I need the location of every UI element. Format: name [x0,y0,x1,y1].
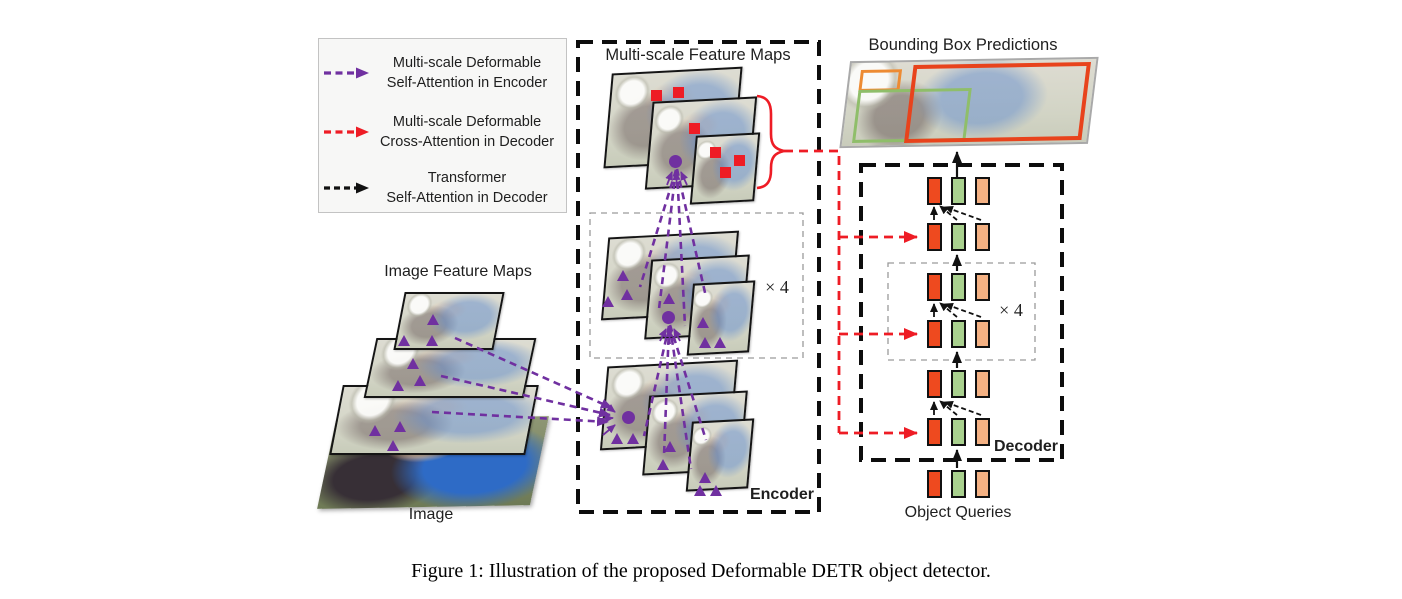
query-point-square [651,90,662,101]
decoder-layer2-input-row [927,320,990,348]
sampling-point-triangle [697,317,709,328]
sampling-point-triangle [414,375,426,386]
sampling-point-triangle [394,421,406,432]
legend-item-decoder-cross-attention: Multi-scale Deformable Cross-Attention in… [323,110,563,154]
image-feature-map-small [393,292,505,350]
sampling-point-triangle [699,472,711,483]
query-cell-peach [975,223,990,251]
object-queries-label: Object Queries [904,504,1012,521]
legend-item-encoder-self-attention: Multi-scale Deformable Self-Attention in … [323,51,563,95]
sampling-point-triangle [627,433,639,444]
red-dashed-arrow-icon [324,126,369,138]
encoder-repeat-label: × 4 [765,277,789,297]
bounding-box-predictions-title: Bounding Box Predictions [868,36,1058,54]
decoder-layer3-input-row [927,223,990,251]
decoder-layer2-output-row [927,273,990,301]
sampling-point-triangle [392,380,404,391]
query-cell-peach [975,273,990,301]
query-cell-peach [975,320,990,348]
legend-item-label: Multi-scale Deformable Cross-Attention in… [379,114,555,150]
reference-point-dot [662,311,675,324]
decoder-box-label: Decoder [993,438,1058,455]
sampling-point-triangle [699,337,711,348]
sampling-point-triangle [387,440,399,451]
sampling-point-triangle [621,289,633,300]
legend-item-label: Transformer Self-Attention in Decoder [386,170,548,206]
query-cell-green [951,370,966,398]
query-point-square [710,147,721,158]
red-curly-brace [756,94,785,190]
query-point-square [689,123,700,134]
sampling-point-triangle [663,293,675,304]
reference-point-dot [669,155,682,168]
decoder-layer1-output-row [927,370,990,398]
sampling-point-triangle [427,314,439,325]
sampling-point-triangle [611,433,623,444]
sampling-point-triangle [407,358,419,369]
query-cell-green [951,223,966,251]
decoder-repeat-label: × 4 [999,300,1023,320]
figure-caption: Figure 1: Illustration of the proposed D… [411,560,991,582]
encoder-bottom-map-small [685,418,755,492]
query-cell-red [927,177,942,205]
sampling-point-triangle [714,337,726,348]
query-cell-green [951,470,966,498]
query-cell-green [951,177,966,205]
predicted-bbox-red [904,61,1092,144]
query-cell-peach [975,370,990,398]
sampling-point-triangle [617,270,629,281]
query-point-square [673,87,684,98]
image-label: Image [408,506,454,523]
query-point-square [734,155,745,166]
reference-point-dot [622,411,635,424]
encoder-box-label: Encoder [749,486,814,503]
decoder-layer3-output-row [927,177,990,205]
query-cell-peach [975,470,990,498]
object-queries-row [927,470,990,498]
sampling-point-triangle [426,335,438,346]
query-point-square [720,167,731,178]
multi-scale-feature-maps-title: Multi-scale Feature Maps [605,46,791,64]
query-cell-red [927,470,942,498]
legend-item-label: Multi-scale Deformable Self-Attention in … [386,55,548,91]
sampling-point-triangle [602,296,614,307]
purple-dashed-arrow-icon [324,67,369,79]
query-cell-red [927,273,942,301]
sampling-point-triangle [398,335,410,346]
query-cell-red [927,320,942,348]
image-feature-maps-title: Image Feature Maps [384,263,532,280]
legend-item-decoder-self-attention: Transformer Self-Attention in Decoder [323,166,563,210]
sampling-point-triangle [657,459,669,470]
query-cell-green [951,320,966,348]
sampling-point-triangle [369,425,381,436]
bounding-box-predictions-image [839,56,1099,149]
black-dashed-arrow-icon [324,182,369,194]
query-cell-red [927,223,942,251]
legend-box: Multi-scale Deformable Self-Attention in … [318,38,567,213]
query-cell-green [951,273,966,301]
query-cell-peach [975,177,990,205]
sampling-point-triangle [664,441,676,452]
query-cell-red [927,370,942,398]
